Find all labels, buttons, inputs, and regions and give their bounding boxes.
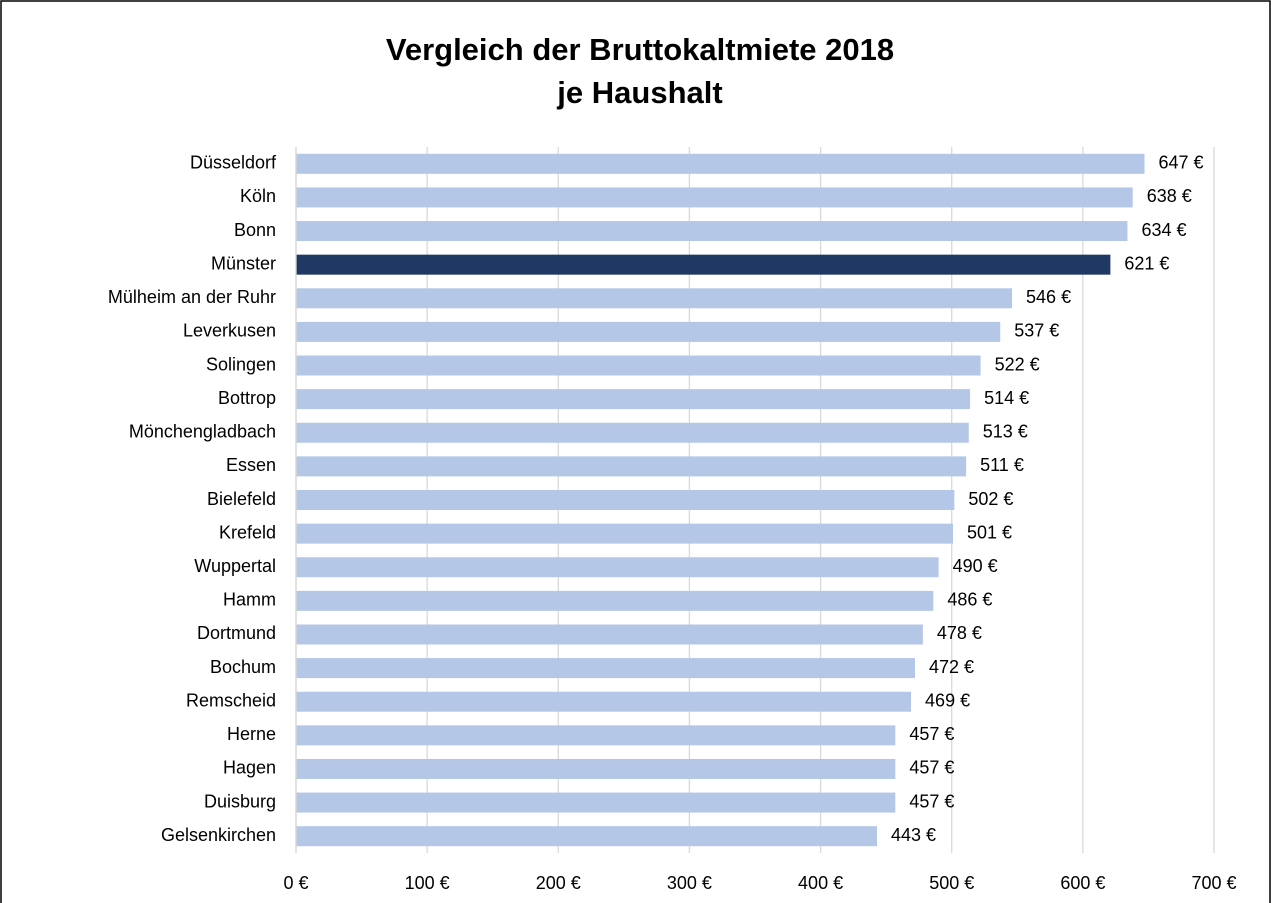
y-tick-label: Hagen bbox=[223, 758, 276, 778]
y-tick-label: Dortmund bbox=[197, 623, 276, 643]
bar bbox=[296, 523, 954, 544]
y-tick-label: Düsseldorf bbox=[190, 153, 277, 173]
data-label: 511 € bbox=[980, 455, 1024, 475]
data-label: 443 € bbox=[891, 825, 936, 845]
data-label: 457 € bbox=[909, 724, 954, 744]
x-tick-label: 200 € bbox=[536, 873, 581, 893]
chart-title: je Haushalt bbox=[556, 75, 722, 110]
data-label: 490 € bbox=[953, 556, 998, 576]
y-tick-label: Solingen bbox=[206, 354, 276, 374]
data-label: 457 € bbox=[909, 758, 954, 778]
y-tick-label: Remscheid bbox=[186, 690, 276, 710]
data-label: 514 € bbox=[984, 388, 1029, 408]
y-tick-label: Bochum bbox=[210, 657, 276, 677]
x-tick-label: 500 € bbox=[929, 873, 974, 893]
y-tick-label: Gelsenkirchen bbox=[161, 825, 276, 845]
y-tick-label: Münster bbox=[211, 253, 276, 273]
data-label: 472 € bbox=[929, 657, 974, 677]
bar bbox=[296, 826, 877, 847]
y-tick-label: Essen bbox=[226, 455, 276, 475]
bar bbox=[296, 590, 934, 611]
y-tick-label: Mönchengladbach bbox=[129, 422, 276, 442]
data-label: 647 € bbox=[1158, 153, 1203, 173]
data-label: 513 € bbox=[983, 422, 1028, 442]
y-tick-label: Leverkusen bbox=[183, 321, 276, 341]
data-label: 486 € bbox=[947, 590, 992, 610]
bar bbox=[296, 321, 1001, 342]
y-tick-label: Bonn bbox=[234, 220, 276, 240]
data-label: 522 € bbox=[995, 354, 1040, 374]
x-tick-label: 600 € bbox=[1060, 873, 1105, 893]
x-tick-label: 400 € bbox=[798, 873, 843, 893]
bar bbox=[296, 254, 1111, 275]
bar bbox=[296, 389, 971, 410]
bar bbox=[296, 456, 967, 477]
data-label: 478 € bbox=[937, 623, 982, 643]
bar bbox=[296, 624, 923, 645]
y-tick-label: Bottrop bbox=[218, 388, 276, 408]
x-tick-label: 100 € bbox=[405, 873, 450, 893]
y-tick-label: Mülheim an der Ruhr bbox=[108, 287, 276, 307]
bar bbox=[296, 153, 1145, 174]
x-tick-label: 0 € bbox=[283, 873, 308, 893]
x-tick-label: 700 € bbox=[1191, 873, 1236, 893]
bar bbox=[296, 355, 981, 376]
data-label: 634 € bbox=[1141, 220, 1186, 240]
bar bbox=[296, 221, 1128, 242]
bar bbox=[296, 288, 1013, 309]
bar bbox=[296, 725, 896, 746]
data-label: 469 € bbox=[925, 690, 970, 710]
bar bbox=[296, 490, 955, 510]
data-label: 502 € bbox=[968, 489, 1013, 509]
bar bbox=[296, 658, 915, 679]
bar bbox=[296, 187, 1133, 208]
x-tick-label: 300 € bbox=[667, 873, 712, 893]
y-tick-label: Herne bbox=[227, 724, 276, 744]
y-tick-label: Krefeld bbox=[219, 522, 276, 542]
bar bbox=[296, 792, 896, 813]
data-label: 638 € bbox=[1147, 186, 1192, 206]
bar bbox=[296, 422, 969, 443]
bar bbox=[296, 557, 939, 578]
data-label: 546 € bbox=[1026, 287, 1071, 307]
data-label: 501 € bbox=[967, 522, 1012, 542]
data-label: 621 € bbox=[1124, 253, 1169, 273]
y-tick-label: Duisburg bbox=[204, 791, 276, 811]
data-label: 457 € bbox=[909, 791, 954, 811]
chart-title: Vergleich der Bruttokaltmiete 2018 bbox=[386, 32, 894, 67]
bar bbox=[296, 758, 896, 779]
bar bbox=[296, 691, 912, 712]
y-tick-label: Hamm bbox=[223, 590, 276, 610]
data-label: 537 € bbox=[1014, 321, 1059, 341]
y-tick-label: Bielefeld bbox=[207, 489, 276, 509]
y-tick-label: Wuppertal bbox=[194, 556, 276, 576]
y-tick-label: Köln bbox=[240, 186, 276, 206]
